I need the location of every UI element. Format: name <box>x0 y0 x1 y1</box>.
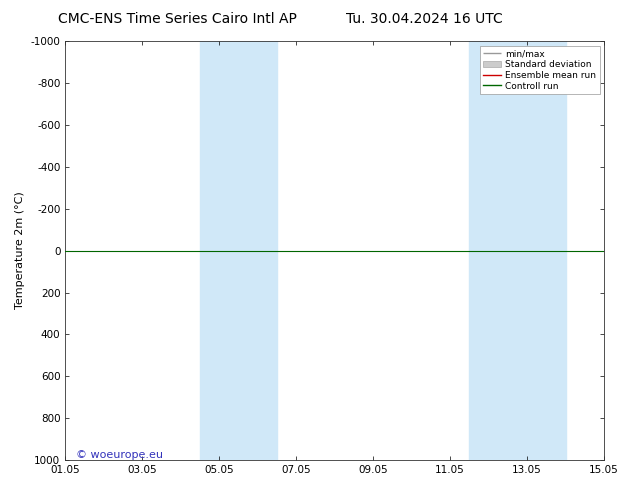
Text: © woeurope.eu: © woeurope.eu <box>76 450 163 460</box>
Text: Tu. 30.04.2024 16 UTC: Tu. 30.04.2024 16 UTC <box>346 12 503 26</box>
Bar <box>469 41 566 460</box>
Text: CMC-ENS Time Series Cairo Intl AP: CMC-ENS Time Series Cairo Intl AP <box>58 12 297 26</box>
Legend: min/max, Standard deviation, Ensemble mean run, Controll run: min/max, Standard deviation, Ensemble me… <box>480 46 600 94</box>
Bar <box>200 41 277 460</box>
Y-axis label: Temperature 2m (°C): Temperature 2m (°C) <box>15 192 25 310</box>
